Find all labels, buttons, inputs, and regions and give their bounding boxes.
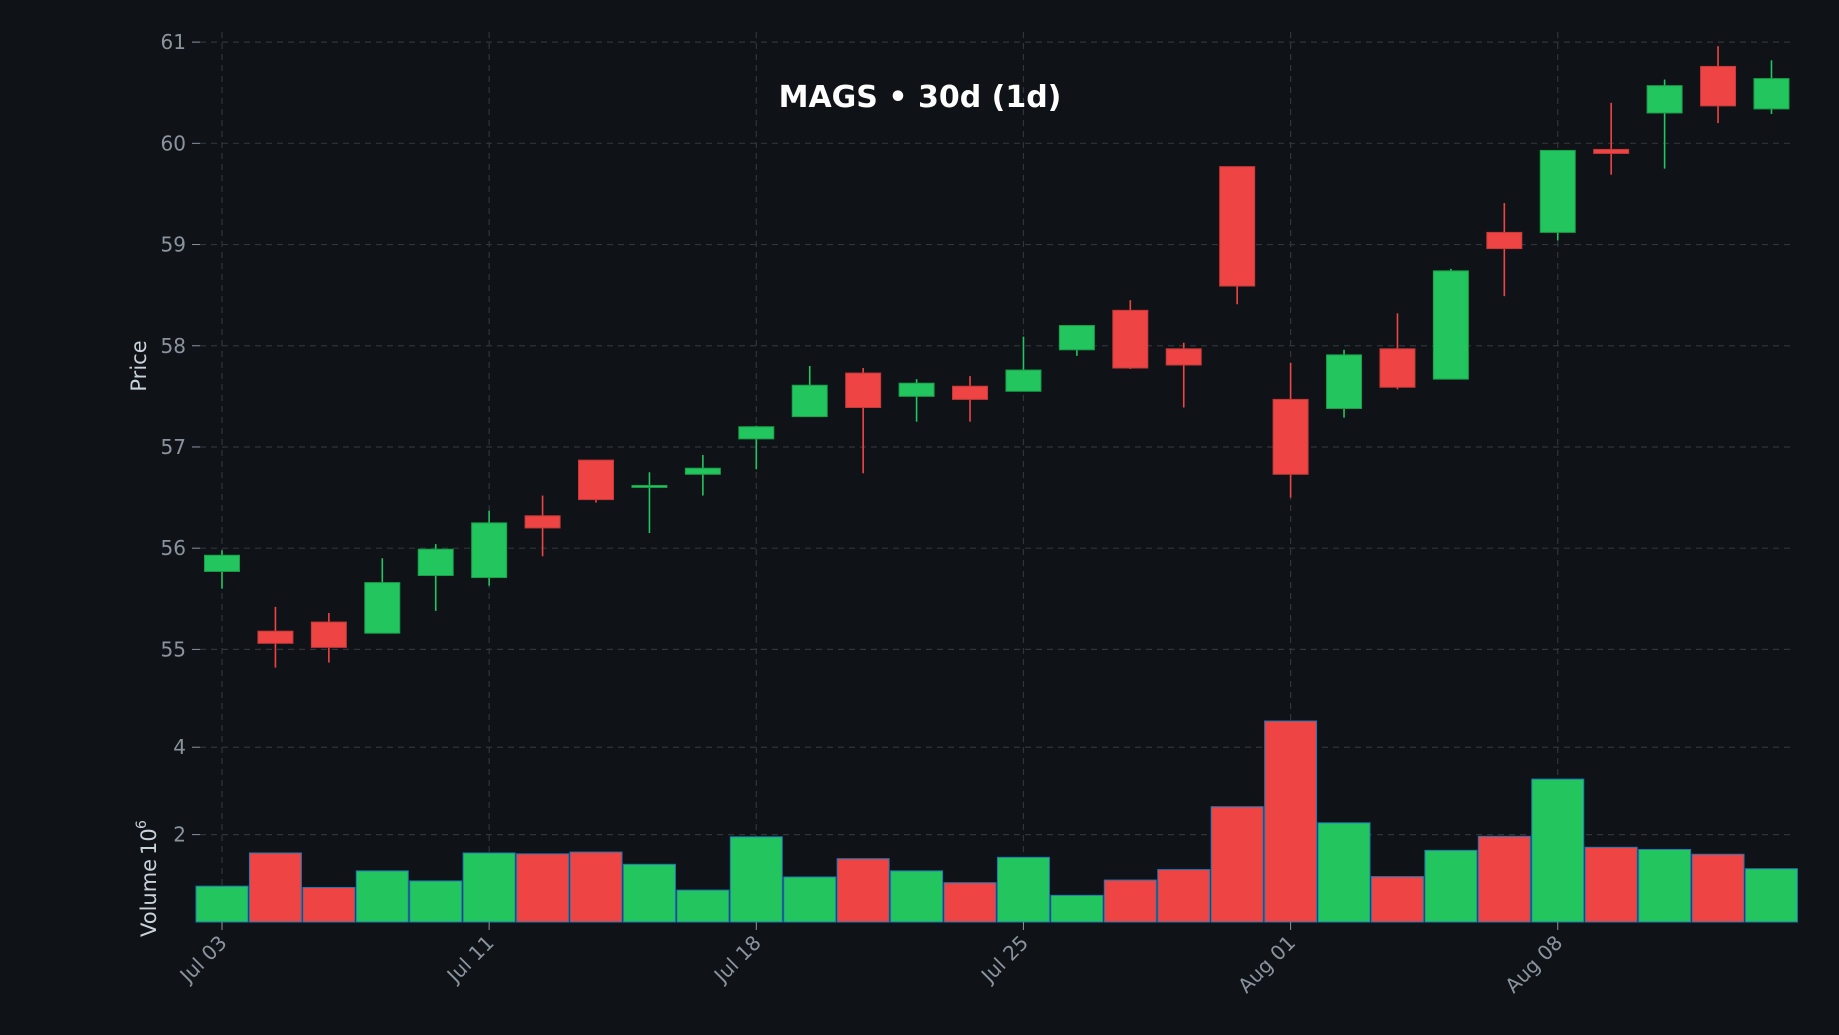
volume-bar [1584, 846, 1638, 923]
x-tick-label: Jul 25 [975, 931, 1033, 989]
candle-body [1165, 348, 1202, 366]
candle-body [1058, 325, 1095, 351]
volume-bar [569, 851, 623, 923]
volume-bar [1638, 848, 1692, 923]
candle-body [898, 382, 935, 397]
candle-body [1326, 354, 1363, 410]
volume-bar [1477, 835, 1531, 923]
volume-bar [302, 886, 356, 923]
price-tick-label: 58 [161, 334, 186, 358]
candlesticks [204, 46, 1790, 668]
volume-bar [783, 876, 837, 923]
candle-body [364, 582, 401, 634]
volume-bar [622, 863, 676, 923]
volume-bar [1210, 806, 1264, 923]
candle-body [684, 467, 721, 475]
volume-bar [676, 889, 730, 923]
candle-body [204, 554, 240, 572]
price-tick-label: 57 [161, 435, 186, 459]
candle-body [1112, 309, 1149, 369]
candle-body [1272, 398, 1309, 475]
volume-bar [1531, 778, 1585, 923]
volume-bar [462, 852, 516, 923]
x-tick-label: Aug 01 [1233, 931, 1300, 998]
candle-body [1379, 348, 1416, 388]
volume-axis-label-group: Volume 10 6 [134, 820, 161, 937]
volume-tick-label: 4 [173, 735, 186, 759]
volume-bar [996, 856, 1050, 923]
candle-body [1753, 78, 1790, 110]
volume-bar [1157, 869, 1211, 923]
x-tick-label: Jul 03 [174, 931, 232, 989]
candle-body [631, 484, 668, 488]
volume-scale-label: 10 [137, 828, 161, 855]
volume-bar [248, 852, 302, 923]
candle-body [738, 426, 775, 440]
volume-bar [1691, 853, 1745, 923]
x-tick-label: Jul 11 [441, 931, 499, 989]
volume-bar [1424, 849, 1478, 923]
candle-body [1593, 148, 1630, 154]
candle-body [310, 621, 347, 648]
candle-body [1219, 166, 1256, 287]
chart-title: MAGS • 30d (1d) [779, 80, 1062, 115]
candle-body [257, 630, 294, 644]
volume-bars [195, 720, 1798, 923]
volume-tick-label: 2 [173, 823, 186, 847]
price-tick-label: 56 [161, 536, 186, 560]
candle-body [1646, 85, 1683, 114]
volume-bar [1317, 822, 1371, 923]
candle-body [1700, 65, 1737, 107]
volume-bar [1744, 868, 1798, 923]
x-tick-label: Jul 18 [708, 931, 766, 989]
candle-body [471, 522, 508, 579]
volume-bar [355, 870, 409, 923]
candle-body [1539, 149, 1576, 233]
candle-body [791, 384, 828, 418]
candle-body [1486, 231, 1523, 250]
volume-bar [1103, 879, 1157, 923]
price-axis-label: Price [127, 340, 151, 391]
volume-bar [516, 853, 570, 923]
x-tick-label: Aug 08 [1500, 931, 1567, 998]
volume-scale-exponent: 6 [134, 820, 150, 829]
candle-body [845, 372, 882, 408]
candle-body [578, 459, 615, 501]
volume-bar [195, 885, 249, 923]
volume-bar [1264, 720, 1318, 923]
volume-bar [1370, 876, 1424, 923]
price-tick-label: 60 [161, 131, 186, 155]
price-tick-label: 59 [161, 233, 186, 257]
candle-body [524, 515, 561, 529]
volume-axis-label: Volume [137, 859, 161, 937]
price-tick-label: 61 [161, 30, 186, 54]
candle-body [952, 385, 989, 400]
volume-bar [409, 880, 463, 923]
candle-body [1432, 270, 1469, 380]
volume-bar [890, 870, 944, 923]
candle-body [1005, 369, 1042, 392]
price-tick-label: 55 [161, 637, 186, 661]
volume-bar [836, 858, 890, 923]
candle-body [417, 548, 454, 577]
volume-bar [943, 882, 997, 923]
volume-bar [729, 836, 783, 923]
volume-bar [1050, 894, 1104, 923]
